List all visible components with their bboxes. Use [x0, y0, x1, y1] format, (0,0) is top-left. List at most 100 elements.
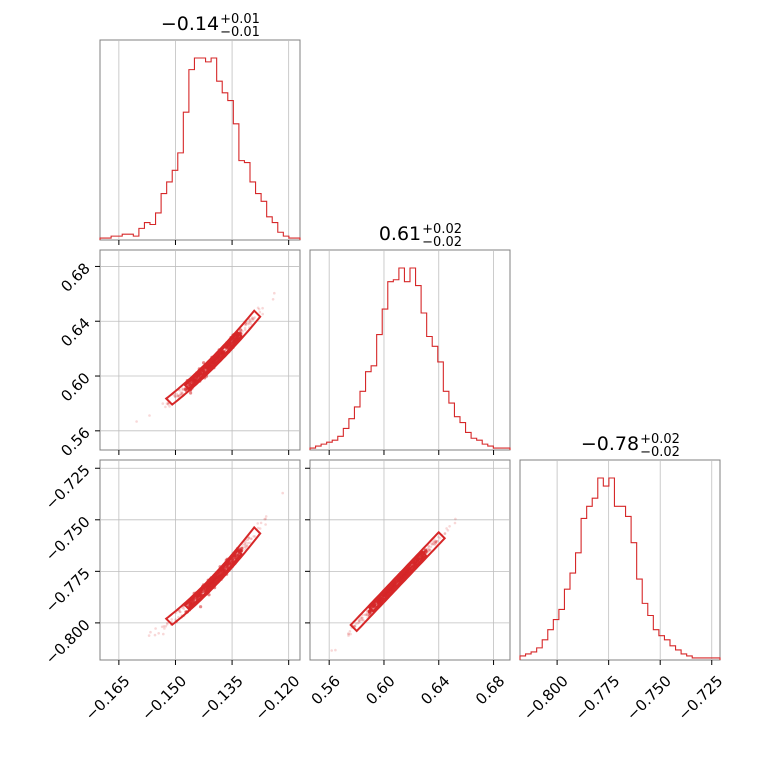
scatter-panel-0-1-point: [177, 394, 181, 398]
scatter-panel-1-2-point: [364, 613, 368, 616]
scatter-panel-0-1-point: [261, 312, 265, 316]
scatter-panel-1-2-point: [358, 617, 362, 621]
scatter-panel-0-2-point: [243, 542, 246, 546]
scatter-panel-1-2-point: [437, 535, 440, 539]
scatter-panel-1-2-xtick-label-0: 0.56: [308, 672, 344, 708]
scatter-panel-0-1-point: [202, 361, 206, 365]
scatter-panel-0-1-contour-1: [183, 331, 243, 391]
scatter-panel-0-2-point: [263, 517, 267, 521]
scatter-panel-1-2-point: [434, 542, 437, 545]
scatter-panel-0-1-point: [178, 393, 182, 397]
scatter-panel-0-2-point: [213, 578, 217, 582]
scatter-panel-0-2-point: [256, 522, 260, 525]
scatter-panel-1-2-point: [380, 596, 384, 600]
scatter-panel-0-1-point: [261, 306, 264, 310]
scatter-panel-0-1-point: [251, 318, 255, 322]
scatter-panel-1-2-point: [430, 542, 433, 545]
scatter-panel-0-2-point: [264, 523, 267, 526]
scatter-panel-1-2-point: [372, 604, 376, 608]
scatter-panel-0-1-point: [257, 307, 261, 311]
scatter-panel-0-1-point: [181, 387, 184, 390]
scatter-panel-0-1-ytick-label-3: 0.68: [57, 259, 93, 295]
scatter-panel-0-1-point: [252, 317, 256, 320]
scatter-panel-0-1-point: [180, 390, 183, 394]
scatter-panel-0-1-point: [166, 402, 170, 406]
scatter-panel-1-2-point: [453, 521, 457, 525]
scatter-panel-0-2-contour-1: [183, 548, 243, 611]
scatter-panel-1-2-point: [334, 648, 337, 652]
scatter-panel-0-2-point: [149, 630, 152, 634]
scatter-panel-0-1-point: [173, 394, 177, 398]
scatter-panel-0-1-point: [165, 402, 169, 405]
scatter-panel-0-2-xtick-label-0: −0.165: [82, 672, 134, 724]
scatter-panel-0-1-point: [181, 388, 185, 392]
scatter-panel-1-2-point: [443, 532, 447, 535]
scatter-panel-1-2-point: [434, 541, 438, 545]
scatter-panel-1-2-point: [431, 542, 435, 546]
scatter-panel-1-2-point: [347, 634, 350, 637]
scatter-panel-0-1-contour-0: [164, 309, 262, 406]
scatter-panel-0-1-point: [250, 323, 253, 326]
hist-panel-2-title-value: −0.78: [581, 433, 639, 455]
scatter-panel-1-2-point: [376, 600, 380, 605]
scatter-panel-0-2-point: [253, 535, 257, 538]
scatter-panel-0-2-ytick-label-0: −0.800: [42, 616, 94, 668]
scatter-panel-0-2-point: [258, 527, 262, 530]
scatter-panel-0-2-point: [170, 618, 173, 621]
scatter-panel-1-2-contour-0: [349, 530, 447, 633]
scatter-panel-0-2-point: [256, 526, 260, 530]
scatter-panel-0-2-point: [199, 592, 203, 596]
scatter-panel-0-1-point: [240, 329, 244, 332]
scatter-panel-1-2-point: [357, 619, 361, 623]
scatter-panel-0-1-point: [135, 420, 138, 423]
scatter-panel-0-1-point: [168, 405, 171, 408]
scatter-panel-0-1-point: [181, 392, 184, 395]
scatter-panel-0-2-point: [247, 536, 250, 540]
scatter-panel-1-2-point: [359, 616, 363, 619]
scatter-panel-0-1-point: [176, 394, 179, 397]
scatter-panel-0-2-point: [245, 544, 249, 547]
scatter-panel-0-2-point: [178, 610, 182, 614]
hist-panel-1-title-plus: +0.02: [422, 222, 462, 237]
scatter-panel-1-2-point: [433, 543, 437, 546]
scatter-panel-0-1-point: [248, 318, 252, 322]
scatter-panel-0-2-point: [247, 536, 251, 540]
scatter-panel-0-2-ytick-label-2: −0.750: [42, 513, 94, 565]
scatter-panel-0-2-xtick-label-1: −0.150: [138, 672, 190, 724]
scatter-panel-1-2-xtick-label-1: 0.60: [362, 672, 398, 708]
scatter-panel-0-1-point: [248, 320, 252, 324]
scatter-panel-0-2-point: [241, 546, 244, 550]
scatter-panel-1-2-point: [446, 529, 450, 532]
scatter-panel-1-2-xtick-label-3: 0.68: [472, 672, 508, 708]
scatter-panel-1-2-point: [413, 561, 417, 565]
scatter-panel-1-2-point: [353, 624, 357, 628]
hist-panel-0-title-plus: +0.01: [220, 12, 260, 27]
scatter-panel-0-2-point: [244, 541, 247, 544]
scatter-panel-0-2-ytick-label-1: −0.775: [42, 564, 94, 616]
scatter-panel-0-1-point: [177, 394, 180, 398]
scatter-panel-0-1-ytick-label-1: 0.60: [57, 369, 93, 405]
scatter-panel-1-2-point: [427, 544, 430, 548]
scatter-panel-0-2-point: [147, 634, 151, 637]
scatter-panel-0-1-point: [221, 350, 225, 354]
scatter-panel-0-2-point: [244, 543, 247, 546]
scatter-panel-0-2-point: [246, 538, 250, 541]
scatter-panel-0-1-point: [243, 326, 247, 330]
scatter-panel-0-2-point: [264, 515, 268, 518]
scatter-panel-0-1-point: [161, 402, 165, 405]
scatter-panel-0-2-point: [259, 521, 263, 525]
scatter-panel-1-2-contour-1: [368, 550, 428, 613]
scatter-panel-0-2-point: [249, 537, 253, 540]
scatter-panel-0-1-ytick-label-0: 0.56: [57, 424, 93, 460]
hist-panel-2-step-line: [519, 477, 721, 660]
hist-panel-1-frame: [309, 249, 511, 451]
hist-panel-0-title-minus: −0.01: [220, 25, 260, 40]
scatter-panel-1-2-point: [432, 542, 436, 545]
scatter-panel-1-2-point: [365, 613, 369, 617]
scatter-panel-1-2-point: [434, 540, 438, 543]
scatter-panel-1-2-point: [361, 616, 364, 620]
scatter-panel-1-2-point: [438, 536, 442, 540]
scatter-panel-0-1-point: [249, 320, 253, 323]
scatter-panel-0-1-point: [164, 405, 167, 409]
